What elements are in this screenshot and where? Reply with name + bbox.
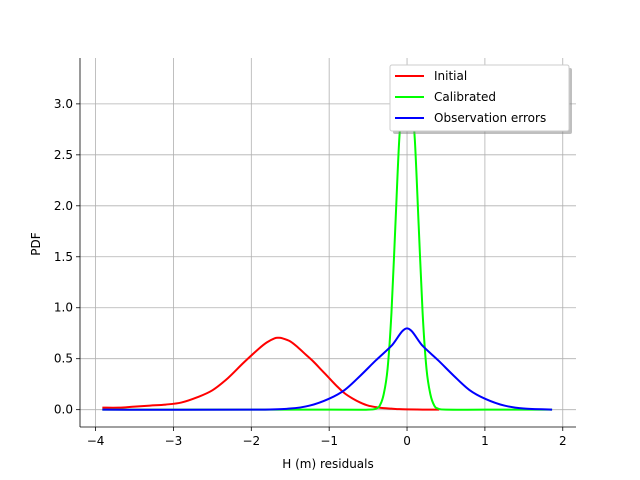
y-tick-label: 0.0	[54, 403, 73, 417]
y-tick-label: 1.0	[54, 301, 73, 315]
legend-box	[389, 64, 570, 132]
x-tick-label: −4	[87, 434, 105, 448]
x-tick-label: 2	[559, 434, 567, 448]
y-axis-title: PDF	[29, 232, 43, 255]
x-tick-label: −3	[165, 434, 183, 448]
legend-label-initial: Initial	[434, 69, 467, 83]
legend: Initial Calibrated Observation errors	[389, 64, 572, 134]
series-line-observation-errors	[102, 327, 553, 411]
series-line-initial	[102, 336, 440, 411]
x-tick-label: 1	[481, 434, 489, 448]
y-tick-label: 2.0	[54, 199, 73, 213]
y-tick-label: 1.5	[54, 250, 73, 264]
y-tick-label: 0.5	[54, 352, 73, 366]
x-axis-title: H (m) residuals	[282, 457, 374, 471]
axes: −4 −3 −2 −1 0 1 2 0.0 0.5 1.0 1.5 2.0 2.5 3.0	[54, 58, 576, 448]
y-tick-label: 3.0	[54, 97, 73, 111]
x-tick-label: −2	[242, 434, 260, 448]
x-tick-label: −1	[320, 434, 338, 448]
x-tick-label: 0	[403, 434, 411, 448]
legend-label-calibrated: Calibrated	[434, 90, 496, 104]
legend-label-observation-errors: Observation errors	[434, 111, 546, 125]
y-tick-label: 2.5	[54, 148, 73, 162]
